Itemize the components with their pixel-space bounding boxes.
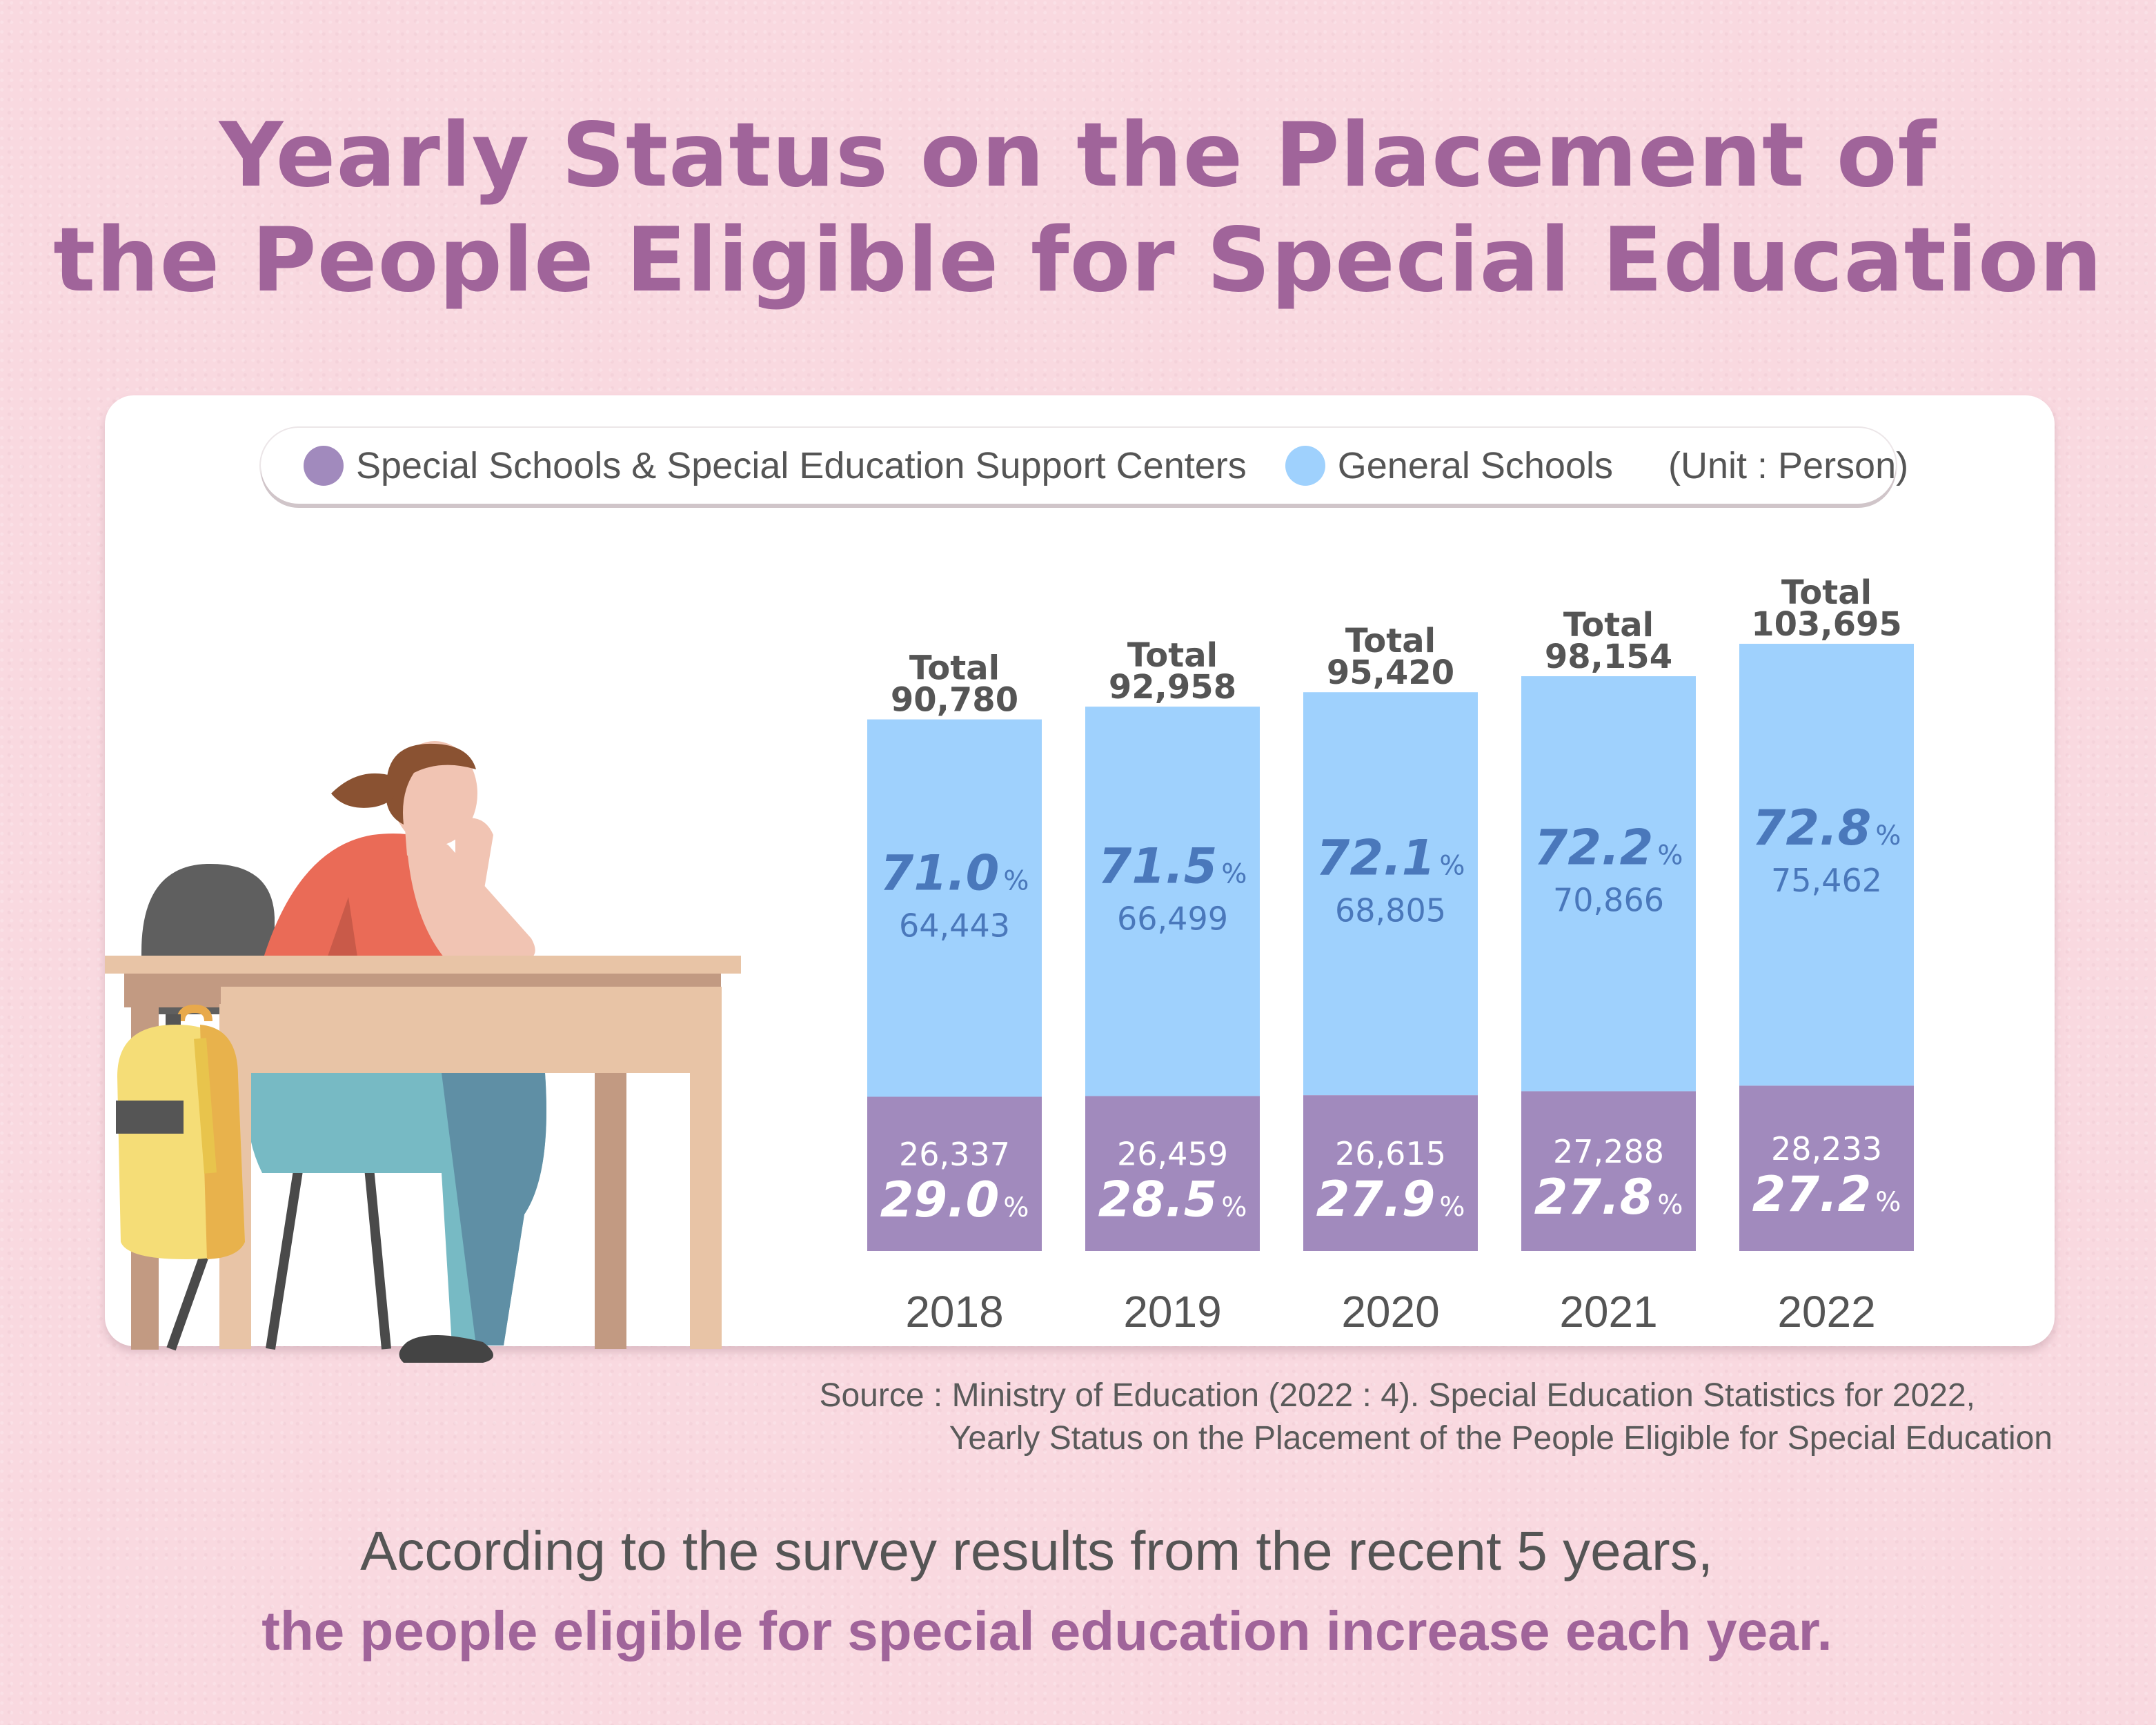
- total-word-2022: Total: [1781, 573, 1872, 612]
- footer-text: According to the survey results from the…: [0, 1511, 2156, 1671]
- source-line-2: Yearly Status on the Placement of the Pe…: [949, 1420, 2053, 1457]
- footer-line-2: the people eligible for special educatio…: [261, 1600, 1832, 1662]
- legend-label-special: Special Schools & Special Education Supp…: [356, 445, 1247, 486]
- total-word-2018: Total: [909, 649, 1000, 688]
- x-tick-2018: 2018: [905, 1287, 1003, 1337]
- legend-dot-general: [1285, 446, 1325, 486]
- general-percent-2020: 72.1%: [1316, 830, 1465, 887]
- bar-general-2020: [1303, 692, 1478, 1096]
- source-note: Source : Ministry of Education (2022 : 4…: [819, 1374, 2053, 1460]
- general-value-2022: 75,462: [1771, 862, 1882, 899]
- bar-general-2019: [1085, 707, 1260, 1096]
- page-title: Yearly Status on the Placement of the Pe…: [0, 103, 2156, 313]
- total-word-2021: Total: [1563, 606, 1654, 644]
- total-word-2020: Total: [1345, 622, 1436, 660]
- x-tick-2021: 2021: [1559, 1287, 1657, 1337]
- special-percent-2018: 29.0%: [880, 1172, 1029, 1228]
- title-line-1: Yearly Status on the Placement of: [219, 104, 1937, 207]
- special-value-2020: 26,615: [1335, 1135, 1446, 1172]
- total-value-2018: 90,780: [891, 681, 1018, 720]
- special-value-2021: 27,288: [1553, 1133, 1664, 1170]
- bar-special-2020: [1303, 1095, 1478, 1251]
- general-value-2021: 70,866: [1553, 882, 1664, 919]
- general-value-2019: 66,499: [1117, 900, 1228, 937]
- source-line-1: Source : Ministry of Education (2022 : 4…: [819, 1377, 1975, 1414]
- special-percent-2022: 27.2%: [1752, 1166, 1901, 1223]
- x-tick-2020: 2020: [1341, 1287, 1439, 1337]
- footer-line-1: According to the survey results from the…: [360, 1520, 1713, 1581]
- legend-item-general: General Schools: [1285, 444, 1613, 487]
- total-value-2019: 92,958: [1109, 668, 1236, 707]
- unit-label: (Unit : Person): [1668, 445, 1909, 486]
- bar-general-2021: [1521, 676, 1696, 1092]
- general-percent-2022: 72.8%: [1752, 800, 1901, 856]
- legend-label-general: General Schools: [1337, 445, 1613, 486]
- general-percent-2019: 71.5%: [1098, 838, 1247, 894]
- special-value-2022: 28,233: [1771, 1130, 1882, 1167]
- general-value-2020: 68,805: [1335, 892, 1446, 929]
- legend-item-special: Special Schools & Special Education Supp…: [304, 444, 1247, 487]
- total-value-2022: 103,695: [1751, 605, 1902, 644]
- special-percent-2019: 28.5%: [1098, 1172, 1247, 1228]
- total-value-2021: 98,154: [1545, 638, 1672, 676]
- title-line-2: the People Eligible for Special Educatio…: [53, 209, 2103, 312]
- special-value-2019: 26,459: [1117, 1136, 1228, 1173]
- special-percent-2021: 27.8%: [1534, 1169, 1683, 1225]
- x-tick-2022: 2022: [1777, 1287, 1875, 1337]
- bar-general-2022: [1739, 644, 1914, 1086]
- general-percent-2021: 72.2%: [1534, 820, 1683, 876]
- total-value-2020: 95,420: [1327, 653, 1454, 692]
- bar-general-2018: [867, 719, 1042, 1097]
- chart-legend: Special Schools & Special Education Supp…: [261, 428, 1908, 504]
- bar-special-2021: [1521, 1091, 1696, 1251]
- general-percent-2018: 71.0%: [880, 845, 1029, 902]
- bar-special-2018: [867, 1096, 1042, 1251]
- special-value-2018: 26,337: [899, 1136, 1010, 1173]
- total-word-2019: Total: [1127, 636, 1218, 675]
- bar-special-2022: [1739, 1085, 1914, 1251]
- special-percent-2020: 27.9%: [1316, 1171, 1465, 1228]
- bar-special-2019: [1085, 1096, 1260, 1251]
- general-value-2018: 64,443: [899, 907, 1010, 945]
- legend-dot-special: [304, 446, 344, 486]
- student-desk-illustration: [105, 741, 741, 1363]
- x-tick-2019: 2019: [1123, 1287, 1221, 1337]
